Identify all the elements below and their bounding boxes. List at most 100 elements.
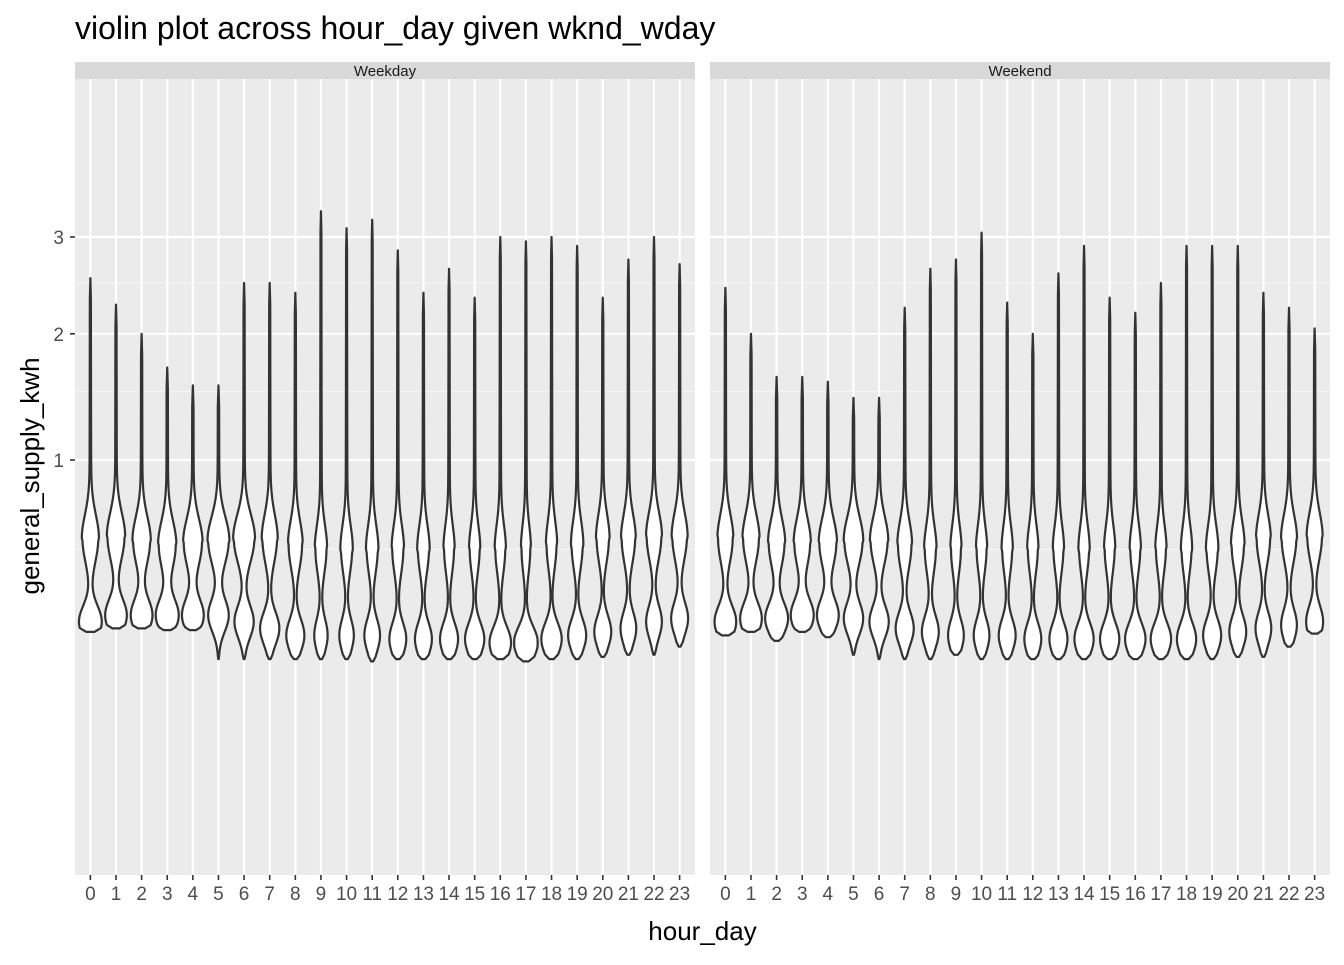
violin-23 bbox=[670, 262, 690, 648]
panel-background bbox=[710, 79, 1330, 875]
violin-13 bbox=[1048, 272, 1069, 661]
facet-strip bbox=[75, 62, 695, 79]
violin-20 bbox=[1228, 244, 1248, 659]
violin-7 bbox=[894, 306, 915, 661]
x-tick-label: 16 bbox=[1125, 884, 1146, 905]
facet-strip bbox=[710, 62, 1330, 79]
chart-title: violin plot across hour_day given wknd_w… bbox=[75, 10, 715, 46]
x-tick-label: 19 bbox=[1202, 884, 1223, 905]
x-tick-label: 21 bbox=[618, 884, 639, 905]
violin-14 bbox=[438, 267, 460, 661]
x-tick-label: 20 bbox=[1227, 884, 1248, 905]
violin-21 bbox=[619, 258, 638, 656]
x-tick-label: 23 bbox=[669, 884, 690, 905]
violin-14 bbox=[1073, 244, 1095, 661]
x-tick-label: 8 bbox=[925, 884, 936, 905]
y-axis: 1 2 3 bbox=[53, 228, 75, 472]
violin-6 bbox=[868, 396, 890, 661]
x-tick-label: 10 bbox=[971, 884, 992, 905]
violin-17 bbox=[513, 240, 539, 663]
violin-17 bbox=[1149, 281, 1173, 661]
violin-15 bbox=[463, 296, 486, 661]
x-tick-label: 15 bbox=[464, 884, 485, 905]
violin-8 bbox=[920, 267, 940, 661]
x-tick-label: 2 bbox=[771, 884, 782, 905]
x-tick-label: 3 bbox=[797, 884, 808, 905]
violin-8 bbox=[285, 291, 306, 661]
x-tick-label: 18 bbox=[1176, 884, 1197, 905]
violin-0 bbox=[713, 286, 738, 637]
violin-7 bbox=[258, 281, 281, 661]
facet-strip-label: Weekend bbox=[988, 63, 1051, 80]
violin-10 bbox=[972, 231, 991, 661]
x-tick-label: 19 bbox=[567, 884, 588, 905]
x-tick-label: 21 bbox=[1253, 884, 1274, 905]
x-tick-label: 13 bbox=[1048, 884, 1069, 905]
y-tick-label: 3 bbox=[53, 228, 64, 249]
violin-19 bbox=[566, 244, 588, 661]
x-tick-label: 0 bbox=[85, 884, 96, 905]
x-tick-label: 12 bbox=[387, 884, 408, 905]
x-tick-label: 6 bbox=[874, 884, 885, 905]
violin-18 bbox=[540, 235, 563, 661]
violin-21 bbox=[1254, 291, 1273, 659]
violin-1 bbox=[739, 332, 763, 633]
x-tick-label: 20 bbox=[592, 884, 613, 905]
x-tick-label: 13 bbox=[413, 884, 434, 905]
violin-3 bbox=[789, 375, 815, 633]
x-tick-label: 14 bbox=[1073, 884, 1095, 905]
violin-2 bbox=[764, 375, 790, 643]
violin-16 bbox=[1123, 311, 1147, 661]
x-tick-label: 2 bbox=[136, 884, 147, 905]
violin-4 bbox=[815, 380, 840, 639]
x-axis-title: hour_day bbox=[648, 916, 756, 946]
violin-4 bbox=[180, 384, 205, 632]
panel-background bbox=[75, 79, 695, 875]
x-tick-label: 10 bbox=[336, 884, 357, 905]
x-tick-label: 14 bbox=[438, 884, 460, 905]
violin-15 bbox=[1098, 296, 1121, 661]
x-tick-label: 17 bbox=[1150, 884, 1171, 905]
x-tick-label: 22 bbox=[643, 884, 664, 905]
x-tick-label: 4 bbox=[823, 884, 834, 905]
x-tick-label: 16 bbox=[490, 884, 511, 905]
violin-12 bbox=[1023, 332, 1043, 661]
violin-13 bbox=[413, 291, 434, 661]
violin-18 bbox=[1175, 244, 1198, 661]
x-tick-label: 22 bbox=[1278, 884, 1299, 905]
x-tick-label: 3 bbox=[162, 884, 173, 905]
y-tick-label: 2 bbox=[53, 325, 64, 346]
x-tick-label: 6 bbox=[239, 884, 250, 905]
violin-2 bbox=[129, 332, 154, 630]
x-tick-label: 11 bbox=[997, 884, 1017, 905]
violin-20 bbox=[593, 296, 613, 659]
violin-19 bbox=[1201, 244, 1223, 661]
violin-3 bbox=[154, 366, 180, 632]
x-tick-label: 5 bbox=[848, 884, 859, 905]
violin-10 bbox=[338, 227, 355, 661]
violin-16 bbox=[488, 235, 513, 661]
violin-0 bbox=[77, 277, 103, 633]
x-tick-label: 1 bbox=[111, 884, 122, 905]
x-tick-label: 12 bbox=[1022, 884, 1043, 905]
x-tick-label: 5 bbox=[213, 884, 224, 905]
violin-5 bbox=[206, 384, 231, 661]
x-tick-label: 18 bbox=[541, 884, 562, 905]
violin-6 bbox=[232, 281, 257, 661]
facet-strip-label: Weekday bbox=[354, 63, 417, 80]
violin-9 bbox=[313, 210, 329, 661]
x-tick-label: 0 bbox=[720, 884, 731, 905]
violin-22 bbox=[1279, 306, 1299, 648]
y-tick-label: 1 bbox=[53, 451, 64, 472]
x-tick-label: 4 bbox=[188, 884, 199, 905]
x-tick-label: 15 bbox=[1099, 884, 1120, 905]
x-tick-label: 8 bbox=[290, 884, 301, 905]
violin-1 bbox=[104, 303, 128, 630]
violin-9 bbox=[947, 258, 965, 656]
x-tick-label: 7 bbox=[899, 884, 910, 905]
violin-22 bbox=[644, 235, 664, 656]
